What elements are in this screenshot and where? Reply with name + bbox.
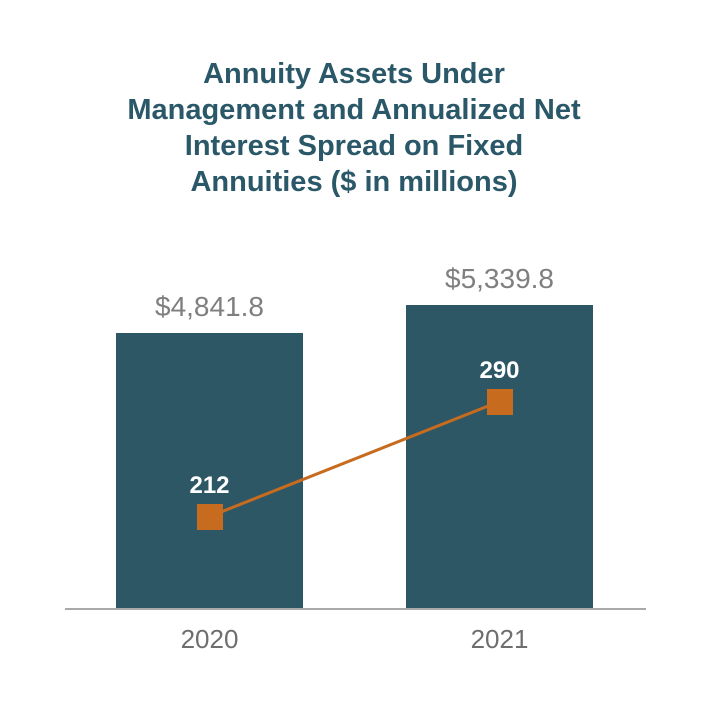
chart-title-line-2: Management and Annualized Net xyxy=(127,94,581,126)
chart-title-line-1: Annuity Assets Under xyxy=(203,58,505,90)
x-axis-label-2020: 2020 xyxy=(180,624,239,654)
line-marker-2021 xyxy=(486,388,513,415)
x-axis-line xyxy=(65,608,646,610)
bar-2021 xyxy=(406,305,593,608)
x-axis-label-2021: 2021 xyxy=(470,624,529,654)
line-value-label-2020: 212 xyxy=(189,471,230,499)
chart-title: Annuity Assets Under Management and Annu… xyxy=(0,56,708,200)
bar-value-label-2021: $5,339.8 xyxy=(445,263,554,294)
bar-2020 xyxy=(116,333,303,608)
chart-title-line-3: Interest Spread on Fixed xyxy=(184,130,524,162)
bar-value-label-2020: $4,841.8 xyxy=(155,291,264,323)
chart-title-line-4: Annuities ($ in millions) xyxy=(190,166,518,198)
line-marker-2020 xyxy=(196,503,223,530)
line-value-label-2021: 290 xyxy=(479,356,520,384)
